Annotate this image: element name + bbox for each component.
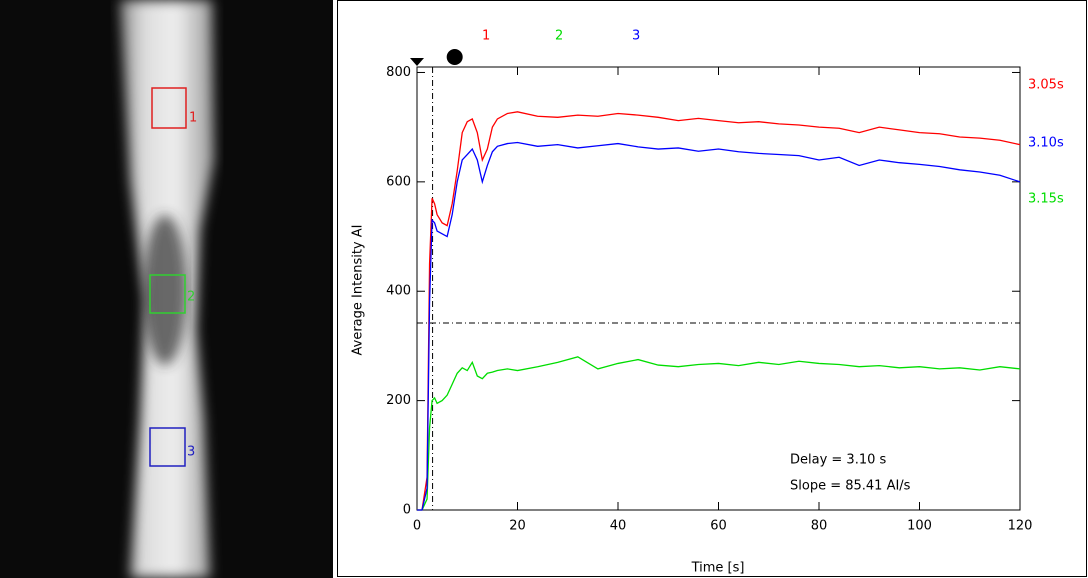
series-line bbox=[417, 111, 1021, 511]
legend-entry: 2 bbox=[555, 29, 563, 44]
x-tick-label: 100 bbox=[907, 519, 932, 534]
roi-label: 1 bbox=[189, 111, 197, 126]
roi-box bbox=[149, 274, 186, 314]
y-tick-label: 600 bbox=[386, 174, 411, 189]
series-line bbox=[417, 141, 1021, 511]
series-label: 3.10s bbox=[1028, 136, 1064, 151]
series-label: 3.15s bbox=[1028, 192, 1064, 207]
series-line bbox=[417, 356, 1021, 511]
image-panel: 1 2 3 bbox=[0, 0, 333, 578]
chart-panel bbox=[337, 0, 1087, 577]
y-tick-label: 200 bbox=[386, 393, 411, 408]
x-tick-label: 40 bbox=[610, 519, 627, 534]
legend-entry: 1 bbox=[482, 29, 490, 44]
series-label: 3.05s bbox=[1028, 78, 1064, 93]
x-tick-label: 20 bbox=[509, 519, 526, 534]
y-tick-label: 800 bbox=[386, 65, 411, 80]
dark-region bbox=[143, 215, 187, 365]
x-tick-label: 80 bbox=[811, 519, 828, 534]
y-tick-label: 400 bbox=[386, 284, 411, 299]
x-tick-label: 120 bbox=[1008, 519, 1033, 534]
x-tick-label: 0 bbox=[413, 519, 421, 534]
marker bbox=[410, 58, 424, 66]
roi-box bbox=[151, 87, 187, 129]
y-tick-label: 0 bbox=[403, 503, 411, 518]
y-axis-label: Average Intensity AI bbox=[351, 225, 366, 356]
x-axis-label: Time [s] bbox=[691, 561, 745, 576]
roi-label: 2 bbox=[187, 290, 195, 305]
roi-box bbox=[149, 427, 186, 467]
annotation: Delay = 3.10 s bbox=[790, 453, 887, 468]
marker bbox=[446, 49, 463, 65]
annotation: Slope = 85.41 AI/s bbox=[790, 479, 911, 494]
roi-label: 3 bbox=[187, 445, 195, 460]
x-tick-label: 60 bbox=[710, 519, 727, 534]
legend-entry: 3 bbox=[632, 29, 640, 44]
